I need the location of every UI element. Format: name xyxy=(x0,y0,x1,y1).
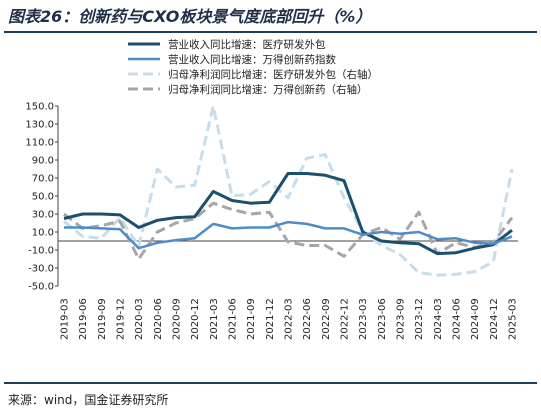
legend-label-3: 归母净利润同比增速：医疗研发外包（右轴） xyxy=(168,68,378,81)
series-line-2 xyxy=(64,220,513,250)
y-tick-label: -10.0 xyxy=(28,246,54,257)
x-tick-label: 2023-06 xyxy=(377,298,388,340)
x-tick-label: 2020-03 xyxy=(134,298,145,340)
series-line-1 xyxy=(63,172,513,256)
title-divider xyxy=(4,31,537,33)
series-line-4 xyxy=(63,201,514,261)
line-chart: 150.0 130.0 110.0 90.0 70.0 50.0 30.0 10.0 -10.0… xyxy=(25,38,519,340)
x-tick-label: 2020-12 xyxy=(190,298,201,340)
y-tick-label: 110.0 xyxy=(25,138,54,149)
x-tick-label: 2024-12 xyxy=(489,298,500,340)
chart-title: 图表26：创新药与CXO板块景气度底部回升（%） xyxy=(8,7,372,26)
x-tick-label: 2020-06 xyxy=(153,298,164,340)
y-tick-label: 70.0 xyxy=(32,174,54,185)
x-tick-label: 2022-09 xyxy=(321,298,332,340)
legend-label-4: 归母净利润同比增速：万得创新药（右轴） xyxy=(168,83,368,96)
x-tick-label: 2021-12 xyxy=(265,298,276,340)
y-tick-label: -50.0 xyxy=(28,282,54,293)
series-line-3 xyxy=(63,104,514,277)
y-tick-label: 90.0 xyxy=(32,156,54,167)
x-tick-label: 2019-06 xyxy=(78,298,89,340)
x-tick-label: 2022-12 xyxy=(340,298,351,340)
x-tick-label: 2019-09 xyxy=(97,298,108,340)
x-tick-label: 2025-03 xyxy=(508,298,519,340)
x-tick-label: 2023-12 xyxy=(414,298,425,340)
y-tick-label: 50.0 xyxy=(32,192,54,203)
x-tick-label: 2022-03 xyxy=(284,298,295,340)
source-note: 来源：wind，国金证券研究所 xyxy=(8,393,169,407)
legend-label-2: 营业收入同比增速：万得创新药指数 xyxy=(168,53,336,66)
x-tick-label: 2024-06 xyxy=(452,298,463,340)
y-tick-label: 30.0 xyxy=(32,210,54,221)
footer-divider xyxy=(4,382,537,384)
x-tick-label: 2024-03 xyxy=(433,298,444,340)
x-tick-label: 2021-09 xyxy=(246,298,257,340)
x-tick-label: 2024-09 xyxy=(470,298,481,340)
y-tick-label: -30.0 xyxy=(28,264,54,275)
x-tick-label: 2019-03 xyxy=(60,298,71,340)
x-tick-label: 2022-06 xyxy=(302,298,313,340)
y-tick-label: 150.0 xyxy=(25,102,54,113)
y-tick-label: 130.0 xyxy=(25,120,54,131)
y-tick-label: 10.0 xyxy=(32,228,54,239)
x-tick-label: 2020-09 xyxy=(172,298,183,340)
x-tick-label: 2021-06 xyxy=(228,298,239,340)
legend-label-1: 营业收入同比增速：医疗研发外包 xyxy=(168,38,326,51)
x-tick-label: 2023-09 xyxy=(396,298,407,340)
x-tick-label: 2019-12 xyxy=(116,298,127,340)
x-tick-label: 2023-03 xyxy=(358,298,369,340)
x-tick-label: 2021-03 xyxy=(209,298,220,340)
